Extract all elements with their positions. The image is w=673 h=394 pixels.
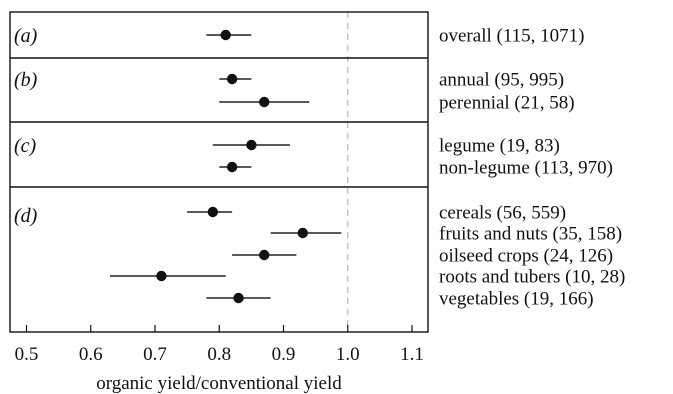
x-tick-label: 1.0 [336,344,360,365]
x-tick-label: 0.8 [207,344,231,365]
point-estimate [220,29,231,41]
row-label: perennial (21, 58) [439,93,575,114]
panel-label: (c) [14,135,37,157]
x-tick-label: 0.9 [272,344,296,365]
point-estimate [297,227,308,239]
row-label: non-legume (113, 970) [439,158,613,179]
x-axis-title: organic yield/conventional yield [96,373,342,394]
row-label: annual (95, 995) [439,70,564,91]
point-estimate [226,161,238,173]
row-label: cereals (56, 559) [439,203,566,224]
row-label: roots and tubers (10, 28) [439,267,625,288]
row-label: fruits and nuts (35, 158) [439,224,622,245]
panel-label: (d) [14,205,38,227]
data-marks: overall (115, 1071) annual (95, 995)peren… [110,26,625,310]
point-estimate [259,249,270,261]
x-tick-label: 1.1 [400,344,424,365]
point-estimate [259,96,270,108]
row-label: oilseed crops (24, 126) [439,246,613,267]
point-estimate [233,292,244,304]
x-tick-label: 0.5 [15,344,39,365]
x-tick-label: 0.7 [143,344,167,365]
row-label: vegetables (19, 166) [439,289,594,310]
point-estimate [246,139,257,151]
point-estimate [226,73,238,85]
row-label: legume (19, 83) [439,136,560,157]
panel-label: (a) [14,25,38,47]
panels: (a) (b) (c) (d) [9,11,429,333]
row-label: overall (115, 1071) [439,26,584,47]
point-estimate [207,206,219,218]
x-axis: 0.5 0.6 0.7 0.8 0.9 1.0 1.1 [15,325,424,365]
point-estimate [156,270,167,282]
x-tick-label: 0.6 [79,344,103,365]
panel-label: (b) [14,69,38,91]
plot-frame [9,11,429,333]
